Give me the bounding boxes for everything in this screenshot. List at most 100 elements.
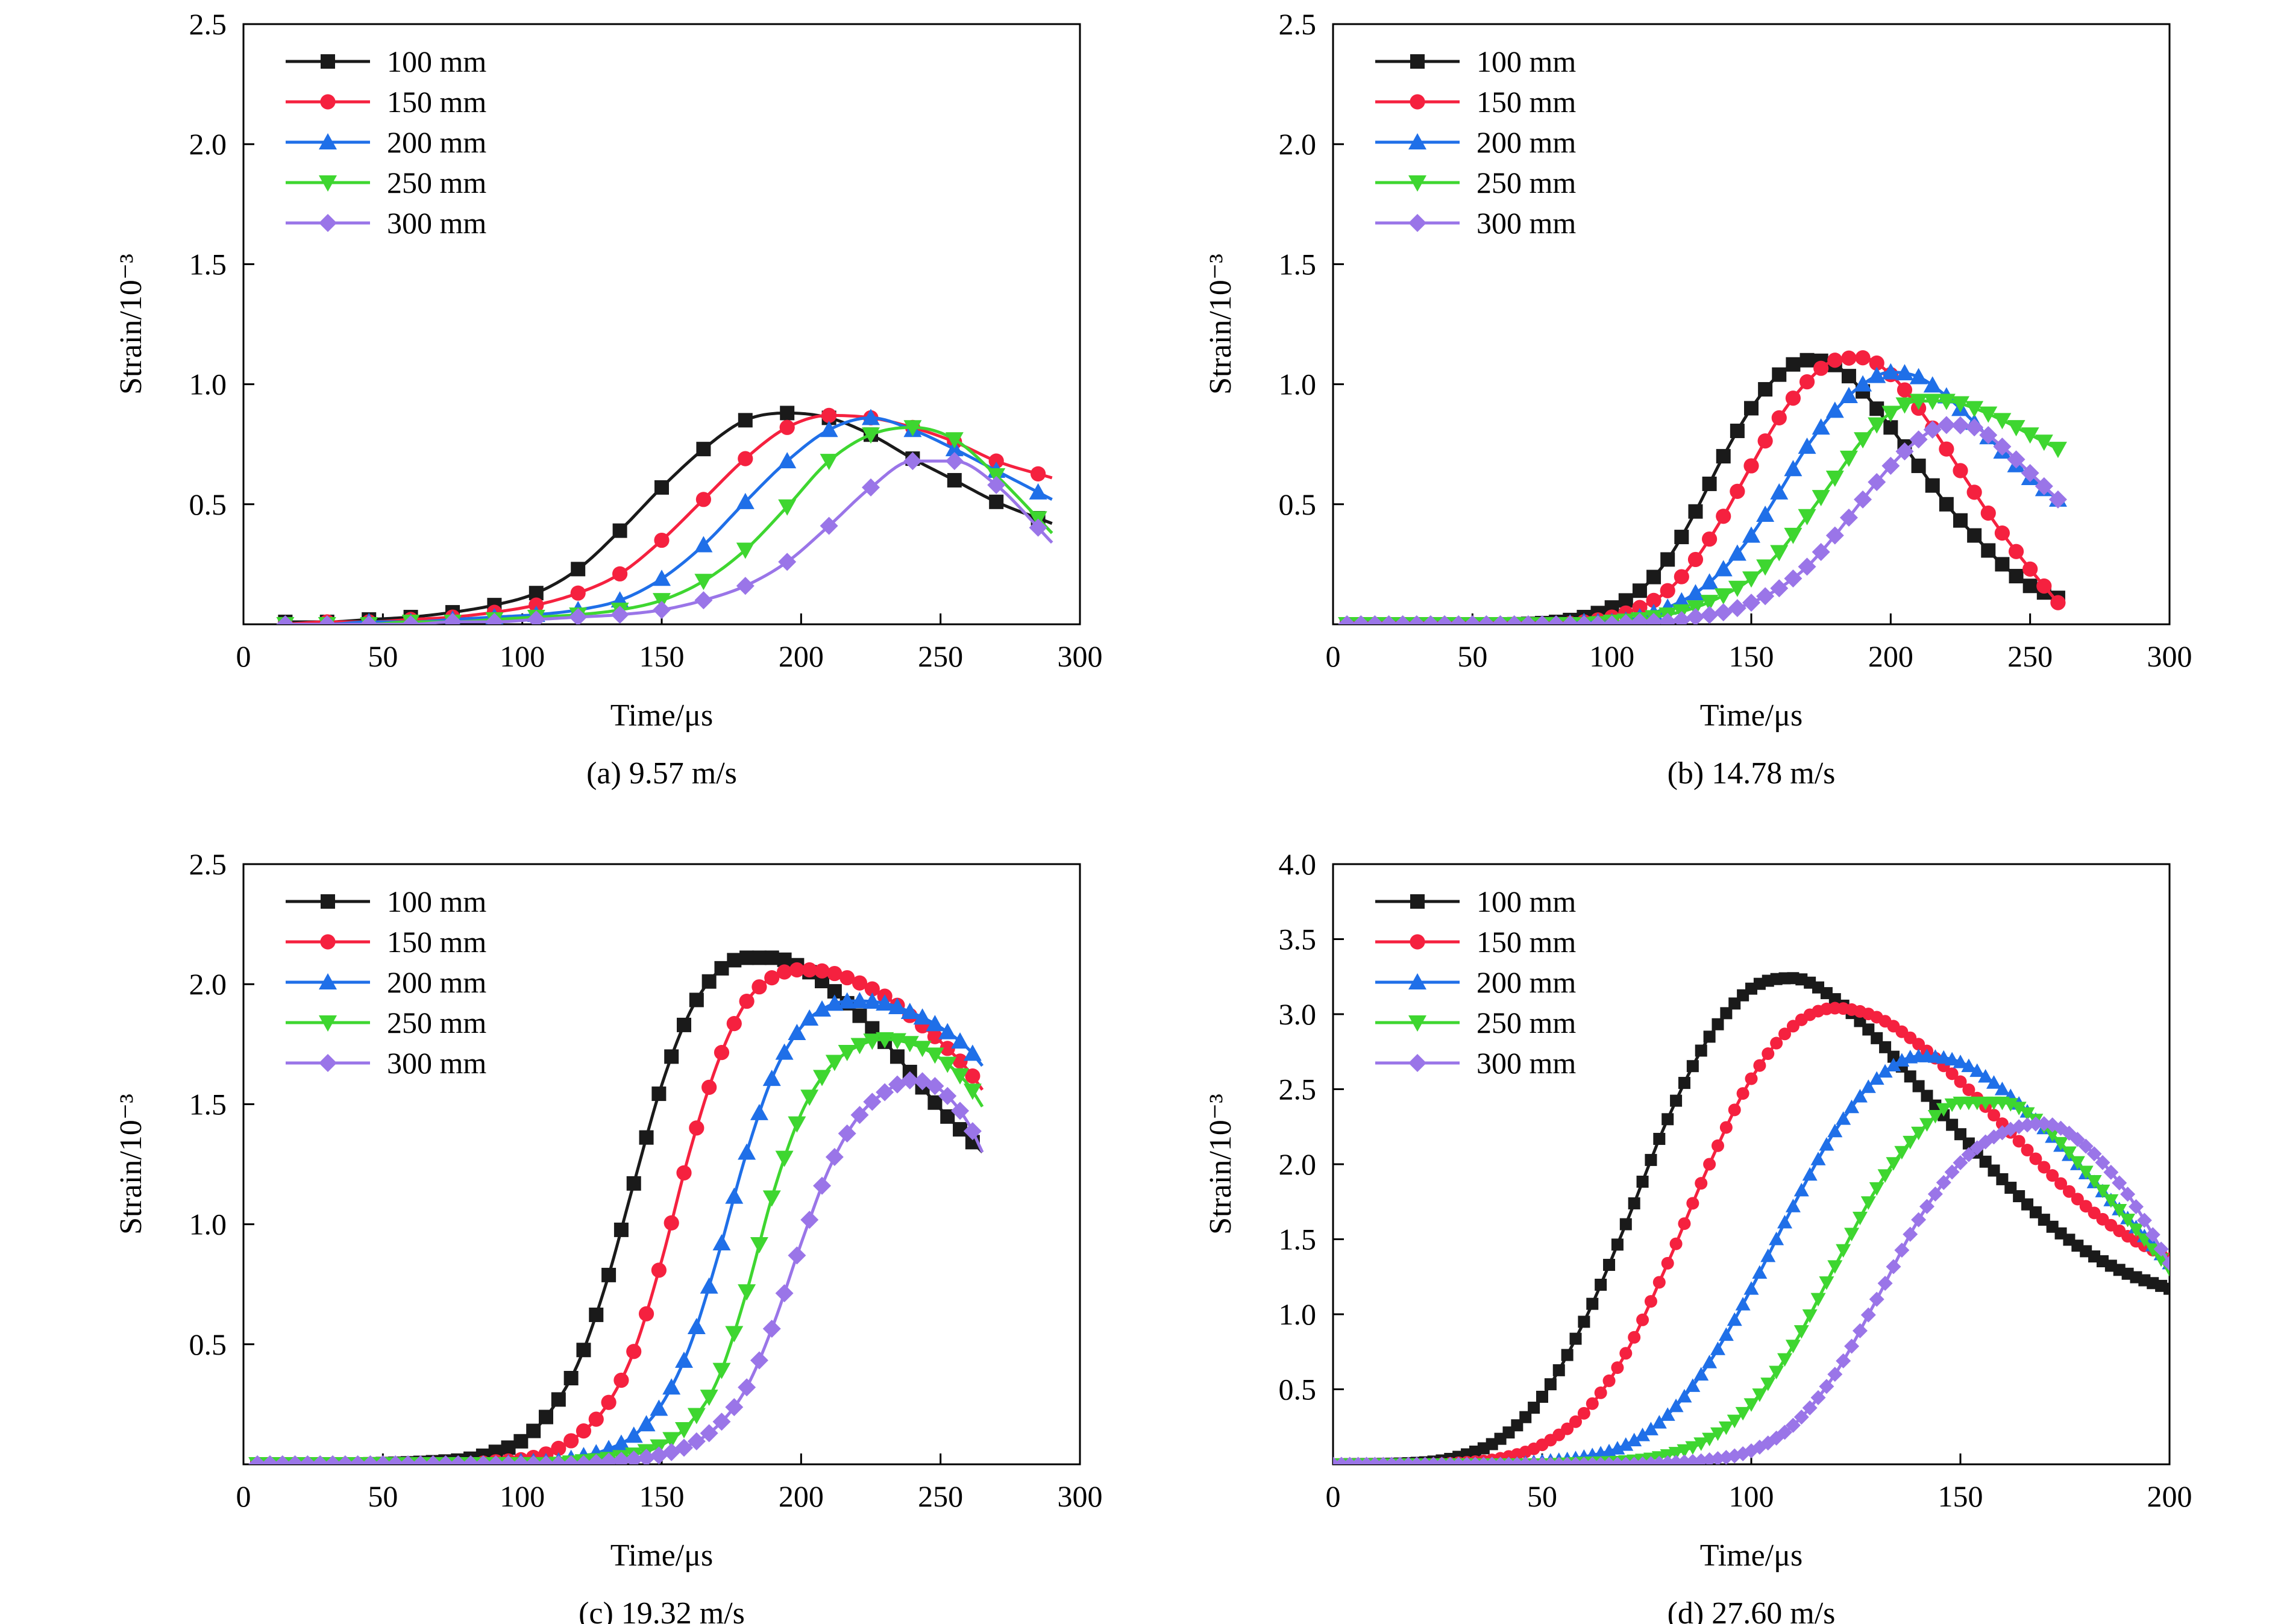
legend-item-250-mm: 250 mm (1375, 166, 1576, 199)
data-point (2086, 1146, 2102, 1162)
data-point (1702, 531, 1718, 547)
data-point (1854, 375, 1872, 392)
data-point (813, 1070, 832, 1086)
data-point (1844, 1227, 1860, 1242)
data-point (1677, 1388, 1692, 1403)
legend-item-250-mm: 250 mm (286, 166, 486, 199)
data-point (662, 1432, 681, 1449)
data-point (789, 962, 805, 978)
y-axis-title: Strain/10⁻³ (114, 1094, 148, 1235)
data-point (726, 1016, 742, 1032)
data-point (1756, 505, 1775, 522)
data-point (750, 1351, 768, 1370)
data-point (348, 1455, 367, 1464)
data-point (903, 420, 922, 437)
data-point (1742, 594, 1760, 612)
data-point (551, 1440, 566, 1456)
data-point (2008, 544, 2024, 559)
data-point (762, 1190, 781, 1207)
data-point (2103, 1164, 2119, 1180)
data-point (1611, 1238, 1624, 1251)
data-point (624, 1426, 643, 1443)
x-tick-label: 200 (779, 1479, 824, 1513)
data-point (1685, 1441, 1701, 1455)
data-point (1674, 530, 1689, 545)
data-point (1660, 1407, 1675, 1421)
y-axis-title: Strain/10⁻³ (114, 254, 148, 395)
data-point (700, 1277, 718, 1294)
series-300-mm (1333, 1116, 2170, 1464)
data-point (588, 1411, 604, 1427)
data-point (738, 1284, 756, 1301)
data-point (1986, 1075, 2002, 1089)
data-point (576, 1423, 592, 1439)
data-point (900, 1003, 919, 1020)
y-tick-label: 1.5 (1279, 247, 1317, 281)
data-point (736, 577, 755, 595)
data-point (650, 1446, 668, 1464)
data-point (361, 1455, 380, 1464)
data-point (951, 1068, 970, 1085)
data-point (714, 1045, 730, 1061)
data-point (1644, 1295, 1657, 1308)
data-point (1770, 1036, 1783, 1050)
legend-marker (1408, 1015, 1426, 1032)
data-point (2003, 1098, 2018, 1112)
data-point (1421, 615, 1440, 624)
data-point (1798, 557, 1816, 576)
data-point (827, 965, 842, 982)
data-point (536, 1455, 555, 1464)
data-point (1854, 490, 1872, 509)
data-point (1544, 1378, 1557, 1391)
data-point (1936, 1174, 1951, 1190)
data-point (1778, 1027, 1792, 1041)
series-300-mm (248, 1071, 984, 1464)
data-point (1777, 1425, 1793, 1440)
data-point (2045, 1128, 2060, 1142)
legend-item-200-mm: 200 mm (1375, 965, 1576, 999)
data-point (601, 1267, 617, 1282)
data-point (1744, 401, 1759, 416)
data-point (1687, 551, 1704, 568)
data-point (788, 1116, 806, 1133)
legend: 100 mm 150 mm 200 mm 250 mm 300 mm (1375, 885, 1576, 1080)
data-point (1533, 615, 1551, 624)
data-point (1785, 1199, 1801, 1212)
data-point (538, 1409, 553, 1425)
data-point (1619, 1218, 1632, 1231)
data-point (751, 979, 767, 995)
data-point (1702, 1432, 1718, 1447)
data-point (1652, 1276, 1666, 1289)
data-point (1895, 442, 1914, 461)
data-point (1827, 1123, 1843, 1138)
data-point (1839, 508, 1858, 527)
data-point (1921, 1089, 1933, 1102)
legend-label: 150 mm (387, 85, 486, 119)
data-point (694, 574, 713, 591)
data-point (1836, 1353, 1851, 1368)
data-point (1852, 1089, 1868, 1103)
data-point (1939, 441, 1954, 457)
data-point (1561, 615, 1580, 624)
data-point (825, 1148, 844, 1167)
data-point (2048, 490, 2067, 509)
data-point (2054, 1177, 2068, 1190)
data-point (1727, 1414, 1742, 1429)
data-point (576, 1343, 591, 1358)
data-point (1569, 1415, 1583, 1428)
data-point (1802, 1309, 1818, 1323)
data-point (1645, 1153, 1657, 1166)
data-point (1029, 483, 1047, 500)
data-point (311, 1455, 330, 1464)
data-point (2021, 427, 2039, 444)
data-point (2120, 1214, 2136, 1227)
data-point (738, 1378, 756, 1397)
data-point (637, 1415, 656, 1432)
data-point (1668, 1398, 1684, 1412)
data-point (1669, 1237, 1683, 1250)
data-point (2062, 1185, 2076, 1198)
data-point (1753, 1059, 1766, 1072)
data-point (1909, 430, 1928, 449)
data-point (589, 1307, 604, 1322)
data-point (1770, 545, 1789, 562)
